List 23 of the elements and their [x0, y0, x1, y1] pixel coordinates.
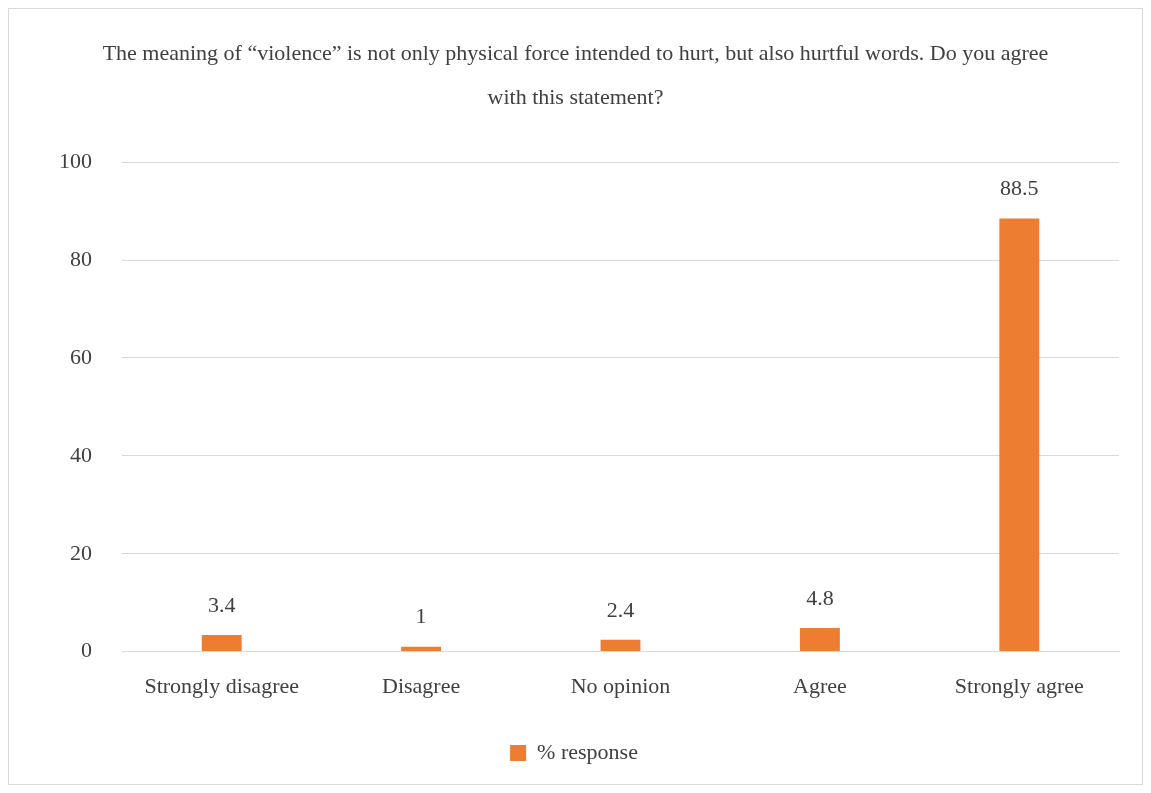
- y-tick-label: 60: [70, 343, 92, 369]
- x-tick-label: Strongly disagree: [144, 672, 299, 698]
- bar: [999, 218, 1040, 652]
- data-label: 88.5: [1000, 175, 1039, 201]
- y-tick-label: 100: [59, 147, 92, 173]
- bar: [201, 634, 242, 652]
- y-tick-label: 0: [81, 637, 92, 663]
- x-tick-label: No opinion: [570, 672, 671, 698]
- y-tick-label: 80: [70, 245, 92, 271]
- legend-label: % response: [537, 738, 638, 764]
- bar: [600, 639, 641, 652]
- data-label: 4.8: [806, 584, 834, 610]
- data-label: 3.4: [207, 591, 236, 617]
- y-tick-label: 40: [70, 441, 92, 467]
- bar: [401, 646, 442, 652]
- data-label: 1: [415, 603, 427, 629]
- chart-title: The meaning of “violence” is not only physical force intended to hurt, but also hurtful words. Do you agree with this statement?: [101, 39, 1050, 111]
- bar: [799, 628, 840, 652]
- x-tick-label: Agree: [793, 672, 847, 698]
- x-tick-label: Strongly agree: [954, 672, 1084, 698]
- data-label: 2.4: [606, 596, 635, 622]
- x-tick-label: Disagree: [382, 672, 461, 698]
- y-tick-label: 20: [70, 539, 92, 565]
